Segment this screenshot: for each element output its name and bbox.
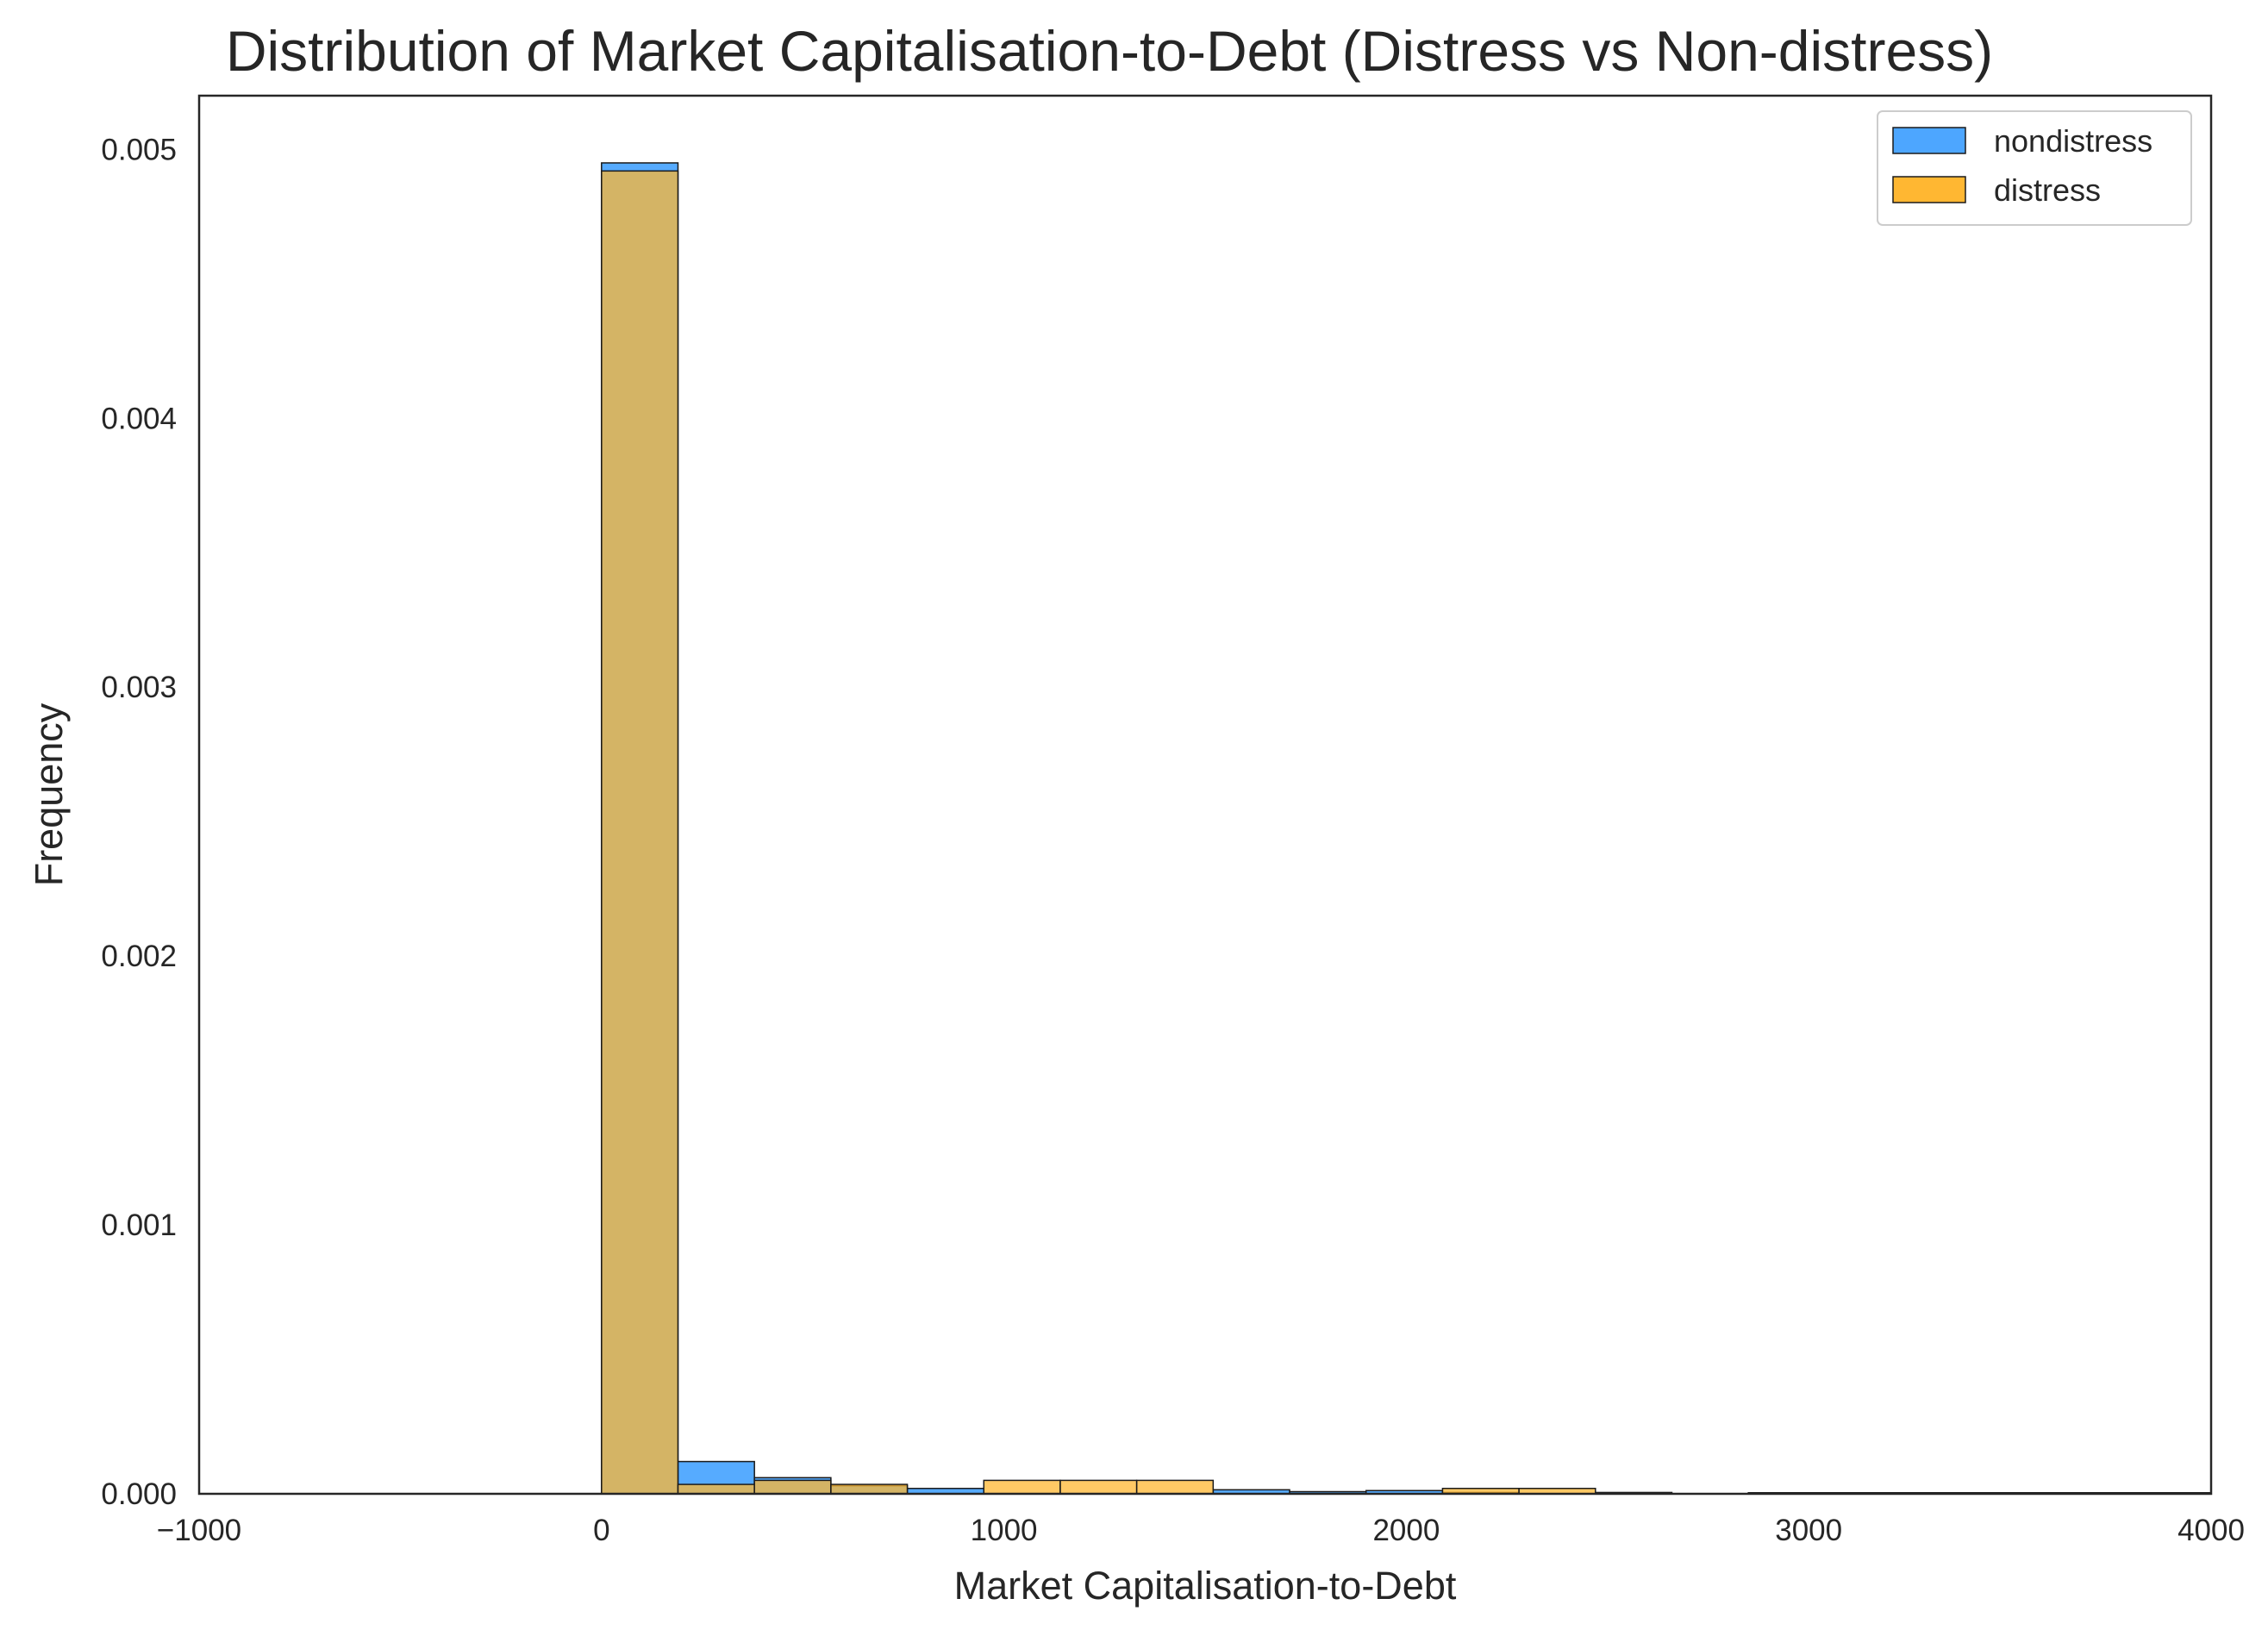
bar-distress-0 bbox=[601, 170, 679, 1495]
x-tick-label: 1000 bbox=[971, 1514, 1038, 1547]
x-tick-label: −1000 bbox=[157, 1514, 241, 1547]
y-tick-label: 0.005 bbox=[101, 133, 177, 166]
bar-distress-6 bbox=[1135, 1479, 1215, 1495]
bar-distress-2 bbox=[753, 1479, 832, 1495]
x-axis-ticks: −1000 0 1000 2000 3000 4000 bbox=[157, 1514, 2245, 1547]
x-tick-label: 3000 bbox=[1775, 1514, 1842, 1547]
x-axis-label: Market Capitalisation-to-Debt bbox=[954, 1564, 1457, 1608]
y-tick-label: 0.001 bbox=[101, 1208, 177, 1242]
y-tick-label: 0.004 bbox=[101, 402, 177, 435]
series-distress-bars bbox=[601, 170, 1596, 1495]
legend-label-nondistress: nondistress bbox=[1994, 123, 2152, 159]
legend: nondistress distress bbox=[1877, 110, 2192, 226]
legend-label-distress: distress bbox=[1994, 172, 2101, 208]
plot-frame bbox=[197, 94, 2213, 1496]
y-tick-label: 0.002 bbox=[101, 940, 177, 973]
legend-swatch-distress bbox=[1892, 176, 1966, 203]
chart-title: Distribution of Market Capitalisation-to… bbox=[226, 19, 1993, 83]
y-tick-label: 0.003 bbox=[101, 671, 177, 704]
y-axis-ticks: 0.000 0.001 0.002 0.003 0.004 0.005 bbox=[101, 133, 177, 1511]
bar-distress-3 bbox=[830, 1483, 909, 1495]
series-nondistress-bars bbox=[601, 162, 2212, 1495]
bar-distress-1 bbox=[677, 1483, 755, 1495]
bar-distress-4 bbox=[983, 1479, 1061, 1495]
x-tick-label: 4000 bbox=[2177, 1514, 2245, 1547]
x-tick-label: 0 bbox=[593, 1514, 609, 1547]
y-axis-label: Frequency bbox=[27, 703, 71, 886]
bar-distress-5 bbox=[1059, 1479, 1138, 1495]
y-tick-label: 0.000 bbox=[101, 1477, 177, 1511]
x-tick-label: 2000 bbox=[1372, 1514, 1440, 1547]
legend-swatch-nondistress bbox=[1892, 127, 1966, 154]
